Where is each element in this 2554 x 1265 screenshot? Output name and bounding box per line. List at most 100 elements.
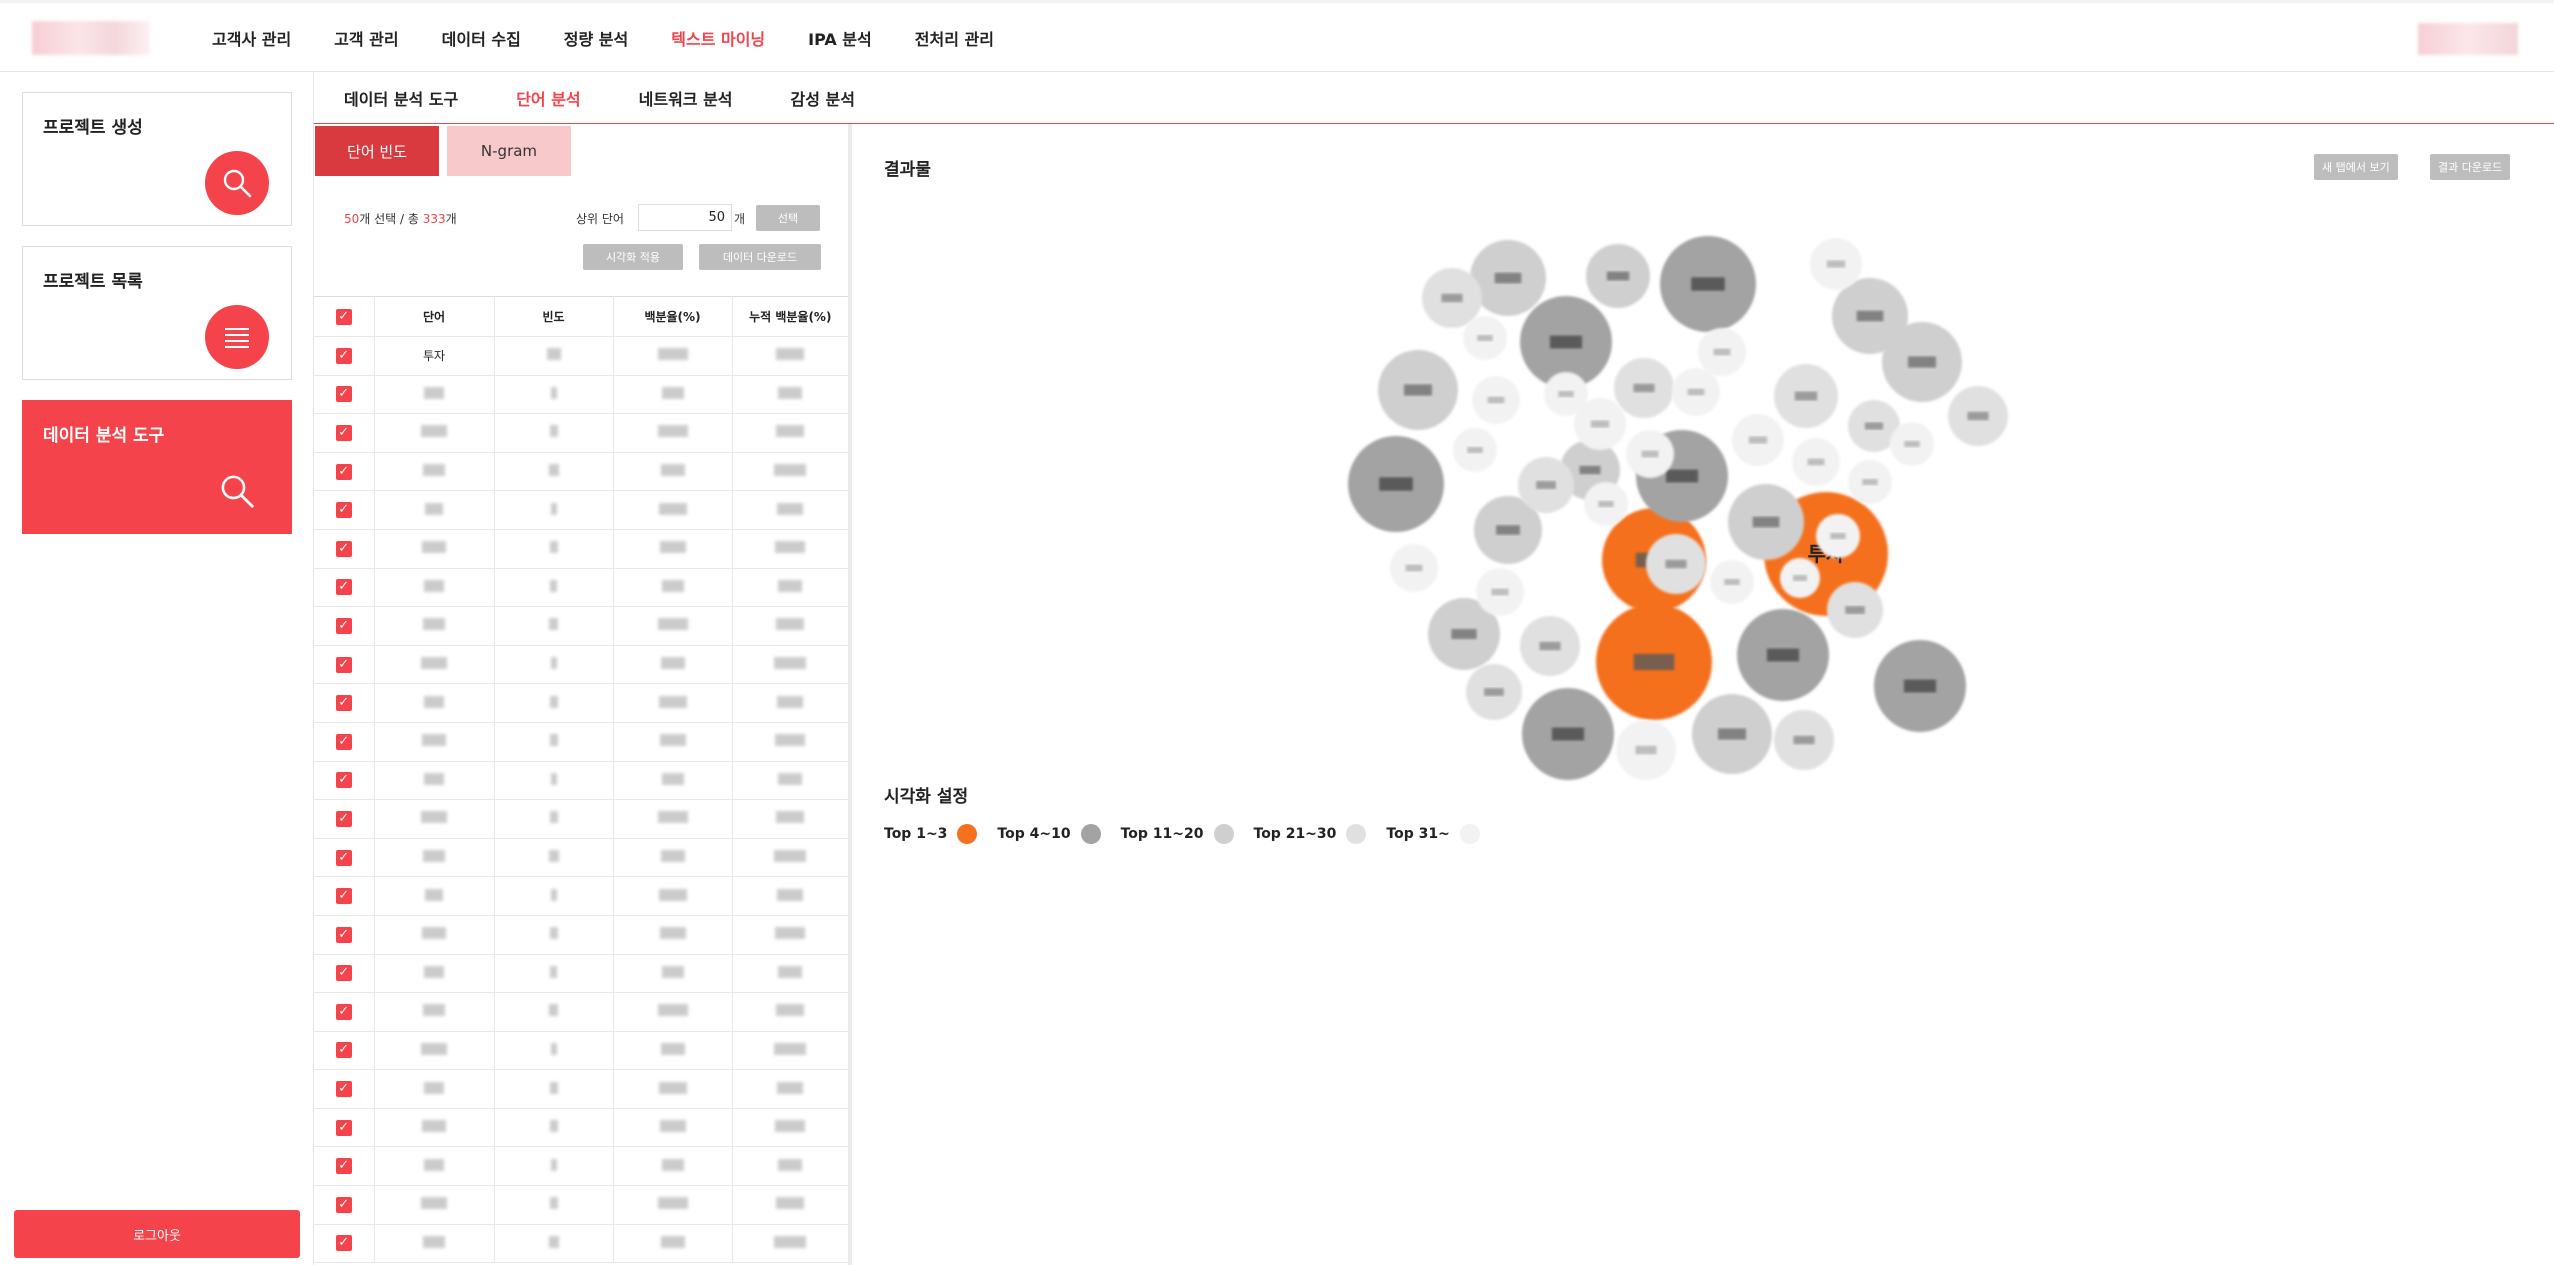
row-checkbox[interactable]: ✓ bbox=[335, 810, 352, 827]
obscured-word-label bbox=[1826, 260, 1846, 268]
nav-item-text-mining[interactable]: 텍스트 마이닝 bbox=[671, 30, 766, 49]
obscured-word-label bbox=[1766, 648, 1800, 662]
row-checkbox[interactable]: ✓ bbox=[335, 888, 352, 905]
obscured-word-label bbox=[1862, 478, 1878, 486]
sidebar-item-analysis-tool[interactable]: 데이터 분석 도구 bbox=[22, 400, 292, 534]
sidebar-item-create-project[interactable]: 프로젝트 생성 bbox=[22, 92, 292, 226]
row-checkbox[interactable]: ✓ bbox=[335, 579, 352, 596]
legend-item: Top 21~30 bbox=[1254, 824, 1367, 844]
obscured-word-label bbox=[1405, 564, 1423, 572]
table-row: ✓ 투자 bbox=[314, 336, 848, 376]
word-cell bbox=[374, 761, 495, 801]
word-cell bbox=[374, 838, 495, 878]
frequency-cell bbox=[494, 1146, 614, 1187]
obscured-word-label bbox=[1794, 391, 1818, 401]
nav-item-quantitative[interactable]: 정량 분석 bbox=[563, 30, 629, 49]
word-bubble-chart: 투자 bbox=[1348, 236, 2008, 780]
row-checkbox[interactable]: ✓ bbox=[335, 1235, 352, 1252]
percent-cell bbox=[613, 452, 733, 492]
frequency-cell bbox=[494, 1069, 614, 1109]
cumulative-cell bbox=[732, 954, 848, 994]
nav-item-customer[interactable]: 고객 관리 bbox=[334, 30, 399, 49]
legend-color-dot[interactable] bbox=[957, 824, 978, 844]
percent-cell bbox=[613, 799, 733, 839]
obscured-word-label bbox=[1904, 440, 1920, 448]
row-checkbox[interactable]: ✓ bbox=[335, 502, 352, 519]
cumulative-cell bbox=[732, 568, 848, 608]
row-checkbox[interactable]: ✓ bbox=[335, 1081, 352, 1098]
word-cell bbox=[374, 683, 495, 723]
word-cell bbox=[374, 1146, 495, 1187]
row-checkbox[interactable]: ✓ bbox=[335, 1042, 352, 1059]
legend-color-dot[interactable] bbox=[1459, 824, 1480, 844]
row-checkbox[interactable]: ✓ bbox=[335, 695, 352, 712]
obscured-word-label bbox=[1451, 628, 1477, 640]
percent-cell bbox=[613, 954, 733, 994]
download-result-button[interactable]: 결과 다운로드 bbox=[2430, 154, 2511, 180]
sidebar: 프로젝트 생성 프로젝트 목록 데이터 분석 도구 bbox=[0, 72, 314, 1265]
ngram-button[interactable]: N-gram bbox=[447, 126, 571, 176]
legend-color-dot[interactable] bbox=[1346, 824, 1367, 844]
row-checkbox[interactable]: ✓ bbox=[335, 386, 352, 403]
table-row: ✓ bbox=[314, 683, 848, 723]
nav-item-ipa[interactable]: IPA 분석 bbox=[808, 30, 872, 49]
row-checkbox[interactable]: ✓ bbox=[335, 1003, 352, 1020]
tab-word-analysis[interactable]: 단어 분석 bbox=[516, 89, 581, 109]
select-all-checkbox[interactable]: ✓ bbox=[335, 308, 352, 325]
row-checkbox[interactable]: ✓ bbox=[335, 1196, 352, 1213]
frequency-cell bbox=[494, 722, 614, 762]
cumulative-cell bbox=[732, 915, 848, 955]
logo[interactable] bbox=[32, 21, 150, 55]
obscured-word-label bbox=[1558, 390, 1574, 398]
word-cell bbox=[374, 722, 495, 762]
table-row: ✓ bbox=[314, 1108, 848, 1148]
row-checkbox[interactable]: ✓ bbox=[335, 617, 352, 634]
tab-sentiment-analysis[interactable]: 감성 분석 bbox=[790, 89, 855, 109]
word-cell bbox=[374, 375, 495, 415]
row-checkbox-cell: ✓ bbox=[314, 799, 375, 839]
logout-button[interactable]: 로그아웃 bbox=[14, 1210, 300, 1258]
tab-analysis-tool[interactable]: 데이터 분석 도구 bbox=[344, 89, 459, 109]
user-menu[interactable] bbox=[2418, 23, 2518, 55]
download-data-button[interactable]: 데이터 다운로드 bbox=[699, 244, 821, 270]
nav-item-client-company[interactable]: 고객사 관리 bbox=[212, 30, 292, 49]
obscured-word-label bbox=[1908, 356, 1936, 368]
table-row: ✓ bbox=[314, 1146, 848, 1187]
row-checkbox[interactable]: ✓ bbox=[335, 849, 352, 866]
row-checkbox[interactable]: ✓ bbox=[335, 1119, 352, 1136]
row-checkbox[interactable]: ✓ bbox=[335, 926, 352, 943]
row-checkbox[interactable]: ✓ bbox=[335, 540, 352, 557]
row-checkbox[interactable]: ✓ bbox=[335, 965, 352, 982]
top-words-input[interactable] bbox=[638, 204, 732, 231]
row-checkbox[interactable]: ✓ bbox=[335, 733, 352, 750]
obscured-word-label bbox=[1635, 745, 1657, 755]
table-row: ✓ bbox=[314, 529, 848, 569]
row-checkbox[interactable]: ✓ bbox=[335, 424, 352, 441]
apply-visualization-button[interactable]: 시각화 적용 bbox=[583, 244, 683, 270]
row-checkbox[interactable]: ✓ bbox=[335, 772, 352, 789]
obscured-word-label bbox=[1864, 422, 1884, 430]
legend-color-dot[interactable] bbox=[1213, 824, 1234, 844]
tab-network-analysis[interactable]: 네트워크 분석 bbox=[638, 89, 733, 109]
frequency-cell bbox=[494, 761, 614, 801]
word-cell bbox=[374, 1031, 495, 1071]
frequency-cell bbox=[494, 413, 614, 453]
obscured-word-label bbox=[1491, 588, 1509, 596]
sidebar-item-project-list[interactable]: 프로젝트 목록 bbox=[22, 246, 292, 380]
nav-item-data-collection[interactable]: 데이터 수집 bbox=[441, 30, 521, 49]
nav-item-preprocessing[interactable]: 전처리 관리 bbox=[914, 30, 994, 49]
percent-cell bbox=[613, 645, 733, 685]
select-button[interactable]: 선택 bbox=[756, 205, 820, 231]
obscured-word-label bbox=[1856, 310, 1884, 322]
open-new-tab-button[interactable]: 새 탭에서 보기 bbox=[2314, 154, 2398, 180]
row-checkbox[interactable]: ✓ bbox=[335, 656, 352, 673]
row-checkbox[interactable]: ✓ bbox=[335, 463, 352, 480]
legend-color-dot[interactable] bbox=[1080, 824, 1101, 844]
word-frequency-button[interactable]: 단어 빈도 bbox=[315, 126, 439, 176]
word-cell bbox=[374, 915, 495, 955]
obscured-word-label bbox=[1967, 411, 1989, 421]
cumulative-cell bbox=[732, 529, 848, 569]
row-checkbox-cell: ✓ bbox=[314, 1146, 375, 1187]
row-checkbox[interactable]: ✓ bbox=[335, 1158, 352, 1175]
row-checkbox[interactable]: ✓ bbox=[335, 347, 352, 364]
